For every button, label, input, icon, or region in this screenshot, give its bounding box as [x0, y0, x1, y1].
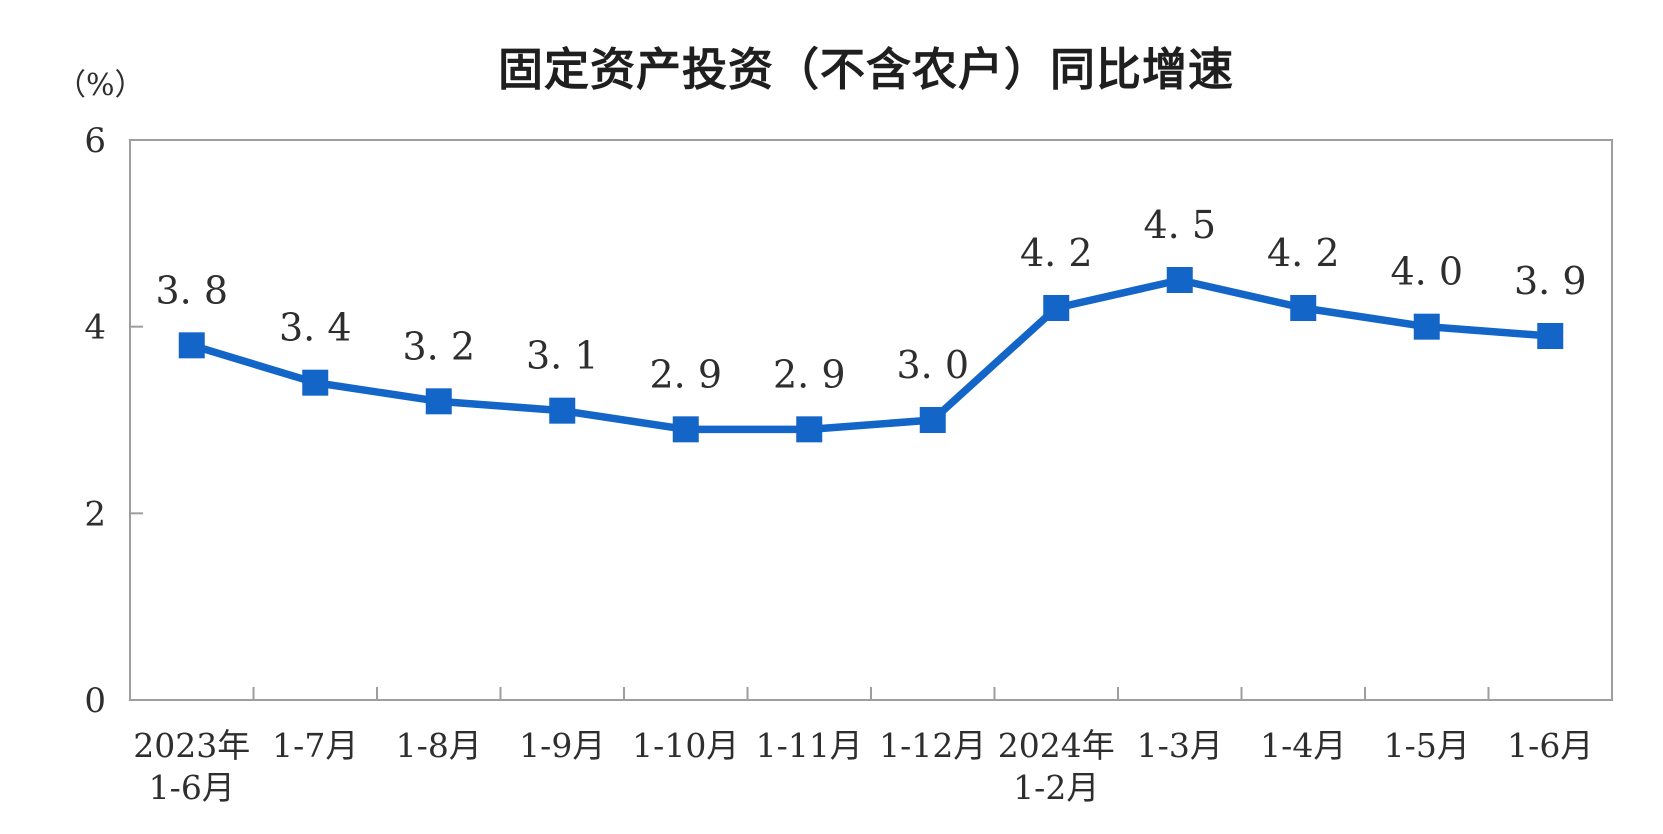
- x-axis-tick-label: 1-6月: [1507, 726, 1593, 765]
- x-axis-tick-label: 1-6月: [149, 768, 235, 807]
- x-axis-tick-label: 1-12月: [879, 726, 986, 765]
- data-point-label: 4. 0: [1390, 250, 1463, 294]
- data-point-marker: [1043, 295, 1070, 321]
- data-point-label: 3. 9: [1514, 259, 1587, 303]
- x-axis-tick-label: 1-4月: [1260, 726, 1346, 765]
- y-axis-tick-label: 6: [84, 121, 106, 161]
- data-point-marker: [672, 416, 699, 443]
- x-axis-tick-label: 1-3月: [1137, 726, 1223, 765]
- data-point-marker: [1166, 267, 1193, 293]
- plot-border: [129, 139, 1613, 701]
- data-point-label: 3. 0: [896, 343, 969, 387]
- x-axis-tick-label: 1-7月: [272, 726, 358, 765]
- x-axis-tick-label: 1-10月: [632, 726, 739, 765]
- x-axis-tick-label: 1-8月: [396, 726, 482, 765]
- data-point-marker: [1413, 313, 1440, 340]
- data-point-marker: [549, 397, 576, 424]
- data-point-label: 4. 5: [1143, 203, 1216, 247]
- x-axis-tick-label: 1-5月: [1384, 726, 1470, 765]
- data-point-marker: [425, 388, 452, 415]
- y-axis-tick-label: 0: [84, 681, 106, 721]
- data-point-marker: [919, 407, 946, 433]
- data-point-marker: [1537, 323, 1564, 349]
- data-point-marker: [178, 332, 205, 359]
- data-point-marker: [302, 369, 329, 396]
- x-axis-tick-label: 2024年: [998, 726, 1115, 765]
- data-point-label: 2. 9: [649, 352, 722, 396]
- y-axis-tick-label: 4: [84, 308, 106, 348]
- chart-title: 固定资产投资（不含农户）同比增速: [497, 43, 1235, 96]
- data-point-label: 2. 9: [773, 352, 846, 396]
- x-axis-tick-label: 1-2月: [1013, 768, 1099, 807]
- data-point-label: 3. 4: [279, 306, 352, 350]
- data-point-label: 3. 2: [402, 324, 475, 368]
- data-point-marker: [1290, 295, 1317, 321]
- data-point-label: 4. 2: [1267, 231, 1340, 275]
- y-axis-unit-label: （%）: [56, 68, 145, 103]
- x-axis-tick-label: 1-9月: [519, 726, 605, 765]
- data-point-label: 3. 8: [155, 268, 228, 312]
- x-axis-tick-label: 1-11月: [756, 726, 863, 765]
- data-point-marker: [796, 416, 823, 443]
- series-line: [188, 276, 1554, 434]
- data-point-label: 3. 1: [526, 334, 599, 378]
- y-axis-tick-label: 2: [84, 494, 106, 534]
- x-axis-tick-label: 2023年: [133, 726, 250, 765]
- data-point-label: 4. 2: [1020, 231, 1093, 275]
